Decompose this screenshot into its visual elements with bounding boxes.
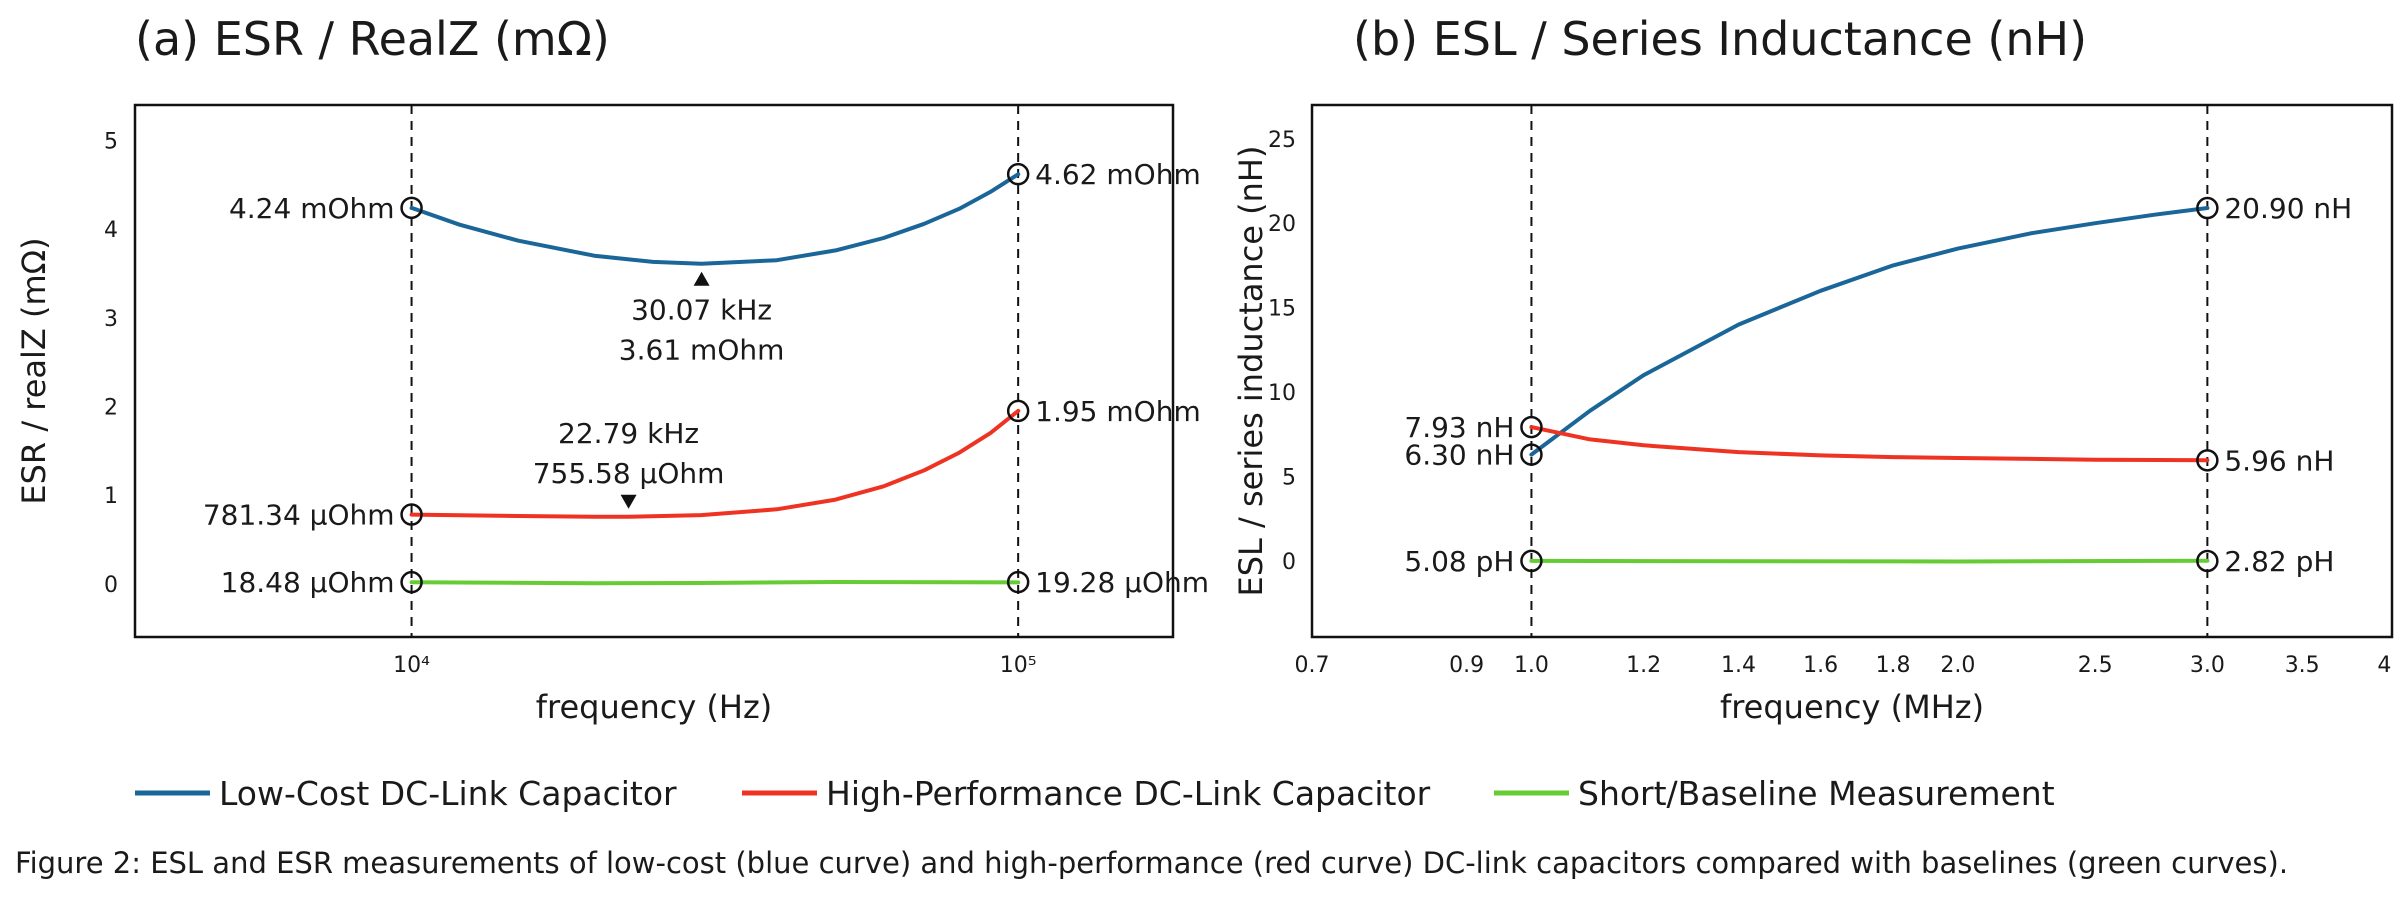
series-line-0 <box>1529 206 2210 457</box>
data-point-marker <box>2196 196 2219 220</box>
y-tick-label: 0 <box>1282 550 1296 575</box>
x-tick-label: 1.0 <box>1514 653 1549 678</box>
y-axis-label: ESR / realZ (mΩ) <box>15 237 53 504</box>
data-point-marker <box>1006 570 1030 594</box>
minimum-marker <box>693 271 710 286</box>
data-point-marker <box>1520 549 1543 573</box>
data-label: 781.34 μOhm <box>203 499 395 532</box>
data-point-marker <box>400 570 423 594</box>
x-tick-label: 2.5 <box>2078 653 2113 678</box>
x-tick-label: 3.0 <box>2190 653 2225 678</box>
x-tick-label: 0.7 <box>1295 653 1330 678</box>
data-point-marker <box>1006 399 1030 423</box>
x-axis-label: frequency (Hz) <box>536 688 773 726</box>
legend-label: High-Performance DC-Link Capacitor <box>826 774 1431 813</box>
y-axis-label: ESL / series inductance (nH) <box>1232 146 1270 597</box>
data-point-marker <box>1520 443 1543 466</box>
series-line-2 <box>1529 558 2210 564</box>
y-tick-label: 10 <box>1268 381 1296 406</box>
figure-caption: Figure 2: ESL and ESR measurements of lo… <box>15 846 2288 880</box>
legend-label: Short/Baseline Measurement <box>1578 774 2055 813</box>
plot-frame <box>1310 103 2394 639</box>
data-label: 4.62 mOhm <box>1035 158 1201 191</box>
x-tick-label: 1.8 <box>1876 653 1911 678</box>
y-tick-label: 5 <box>1282 466 1296 491</box>
chart-panel-esr: (a) ESR / RealZ (mΩ) 0 1 2 3 4 5 10⁴ 10⁵ frequenc… <box>15 12 1209 726</box>
minimum-label: 22.79 kHz <box>558 417 699 450</box>
y-tick-label: 15 <box>1268 297 1296 322</box>
y-tick-label: 20 <box>1268 212 1296 237</box>
data-label: 18.48 μOhm <box>221 566 395 599</box>
y-tick-label: 4 <box>104 218 118 243</box>
data-label: 6.30 nH <box>1404 439 1514 472</box>
data-label: 2.82 pH <box>2224 545 2334 578</box>
x-tick-label: 10⁵ <box>1000 653 1037 678</box>
data-point-marker <box>2196 449 2219 472</box>
minimum-label: 30.07 kHz <box>631 294 772 327</box>
x-tick-label: 10⁴ <box>393 653 430 678</box>
data-label: 1.95 mOhm <box>1035 395 1201 428</box>
x-tick-label: 3.5 <box>2285 653 2320 678</box>
y-tick-label: 3 <box>104 307 118 332</box>
plot-frame <box>133 103 1175 639</box>
y-tick-label: 5 <box>104 129 118 154</box>
data-point-marker <box>1520 415 1543 439</box>
x-tick-label: 1.6 <box>1803 653 1838 678</box>
data-label: 7.93 nH <box>1404 411 1514 444</box>
series-line-2 <box>409 580 1021 586</box>
legend-label: Low-Cost DC-Link Capacitor <box>219 774 677 813</box>
series-line-0 <box>409 172 1021 266</box>
chart-title: (b) ESL / Series Inductance (nH) <box>1353 12 2087 66</box>
data-point-marker <box>400 196 423 220</box>
data-label: 20.90 nH <box>2224 192 2352 225</box>
y-tick-label: 25 <box>1268 128 1296 153</box>
data-label: 5.96 nH <box>2224 444 2334 477</box>
y-tick-label: 2 <box>104 395 118 420</box>
minimum-marker <box>620 494 637 509</box>
data-point-marker <box>2196 549 2219 573</box>
y-tick-label: 0 <box>104 573 118 598</box>
data-label: 19.28 μOhm <box>1035 566 1209 599</box>
chart-panel-esl: (b) ESL / Series Inductance (nH) 0 5 10 15 20… <box>1232 12 2394 726</box>
x-axis-label: frequency (MHz) <box>1720 688 1984 726</box>
data-label: 5.08 pH <box>1404 545 1514 578</box>
data-point-marker <box>400 503 423 526</box>
legend: Low-Cost DC-Link Capacitor High-Performan… <box>135 774 2055 813</box>
data-label: 4.24 mOhm <box>229 192 395 225</box>
x-tick-label: 4 <box>2377 653 2391 678</box>
chart-title: (a) ESR / RealZ (mΩ) <box>135 12 610 66</box>
series-line-1 <box>409 408 1021 519</box>
series-line-1 <box>1529 425 2210 463</box>
x-tick-label: 1.4 <box>1721 653 1756 678</box>
x-tick-label: 2.0 <box>1940 653 1975 678</box>
x-tick-label: 1.2 <box>1626 653 1661 678</box>
minimum-label: 755.58 μOhm <box>533 457 725 490</box>
minimum-label: 3.61 mOhm <box>619 334 785 367</box>
y-tick-label: 1 <box>104 484 118 509</box>
x-tick-label: 0.9 <box>1449 653 1484 678</box>
data-point-marker <box>1006 162 1030 186</box>
